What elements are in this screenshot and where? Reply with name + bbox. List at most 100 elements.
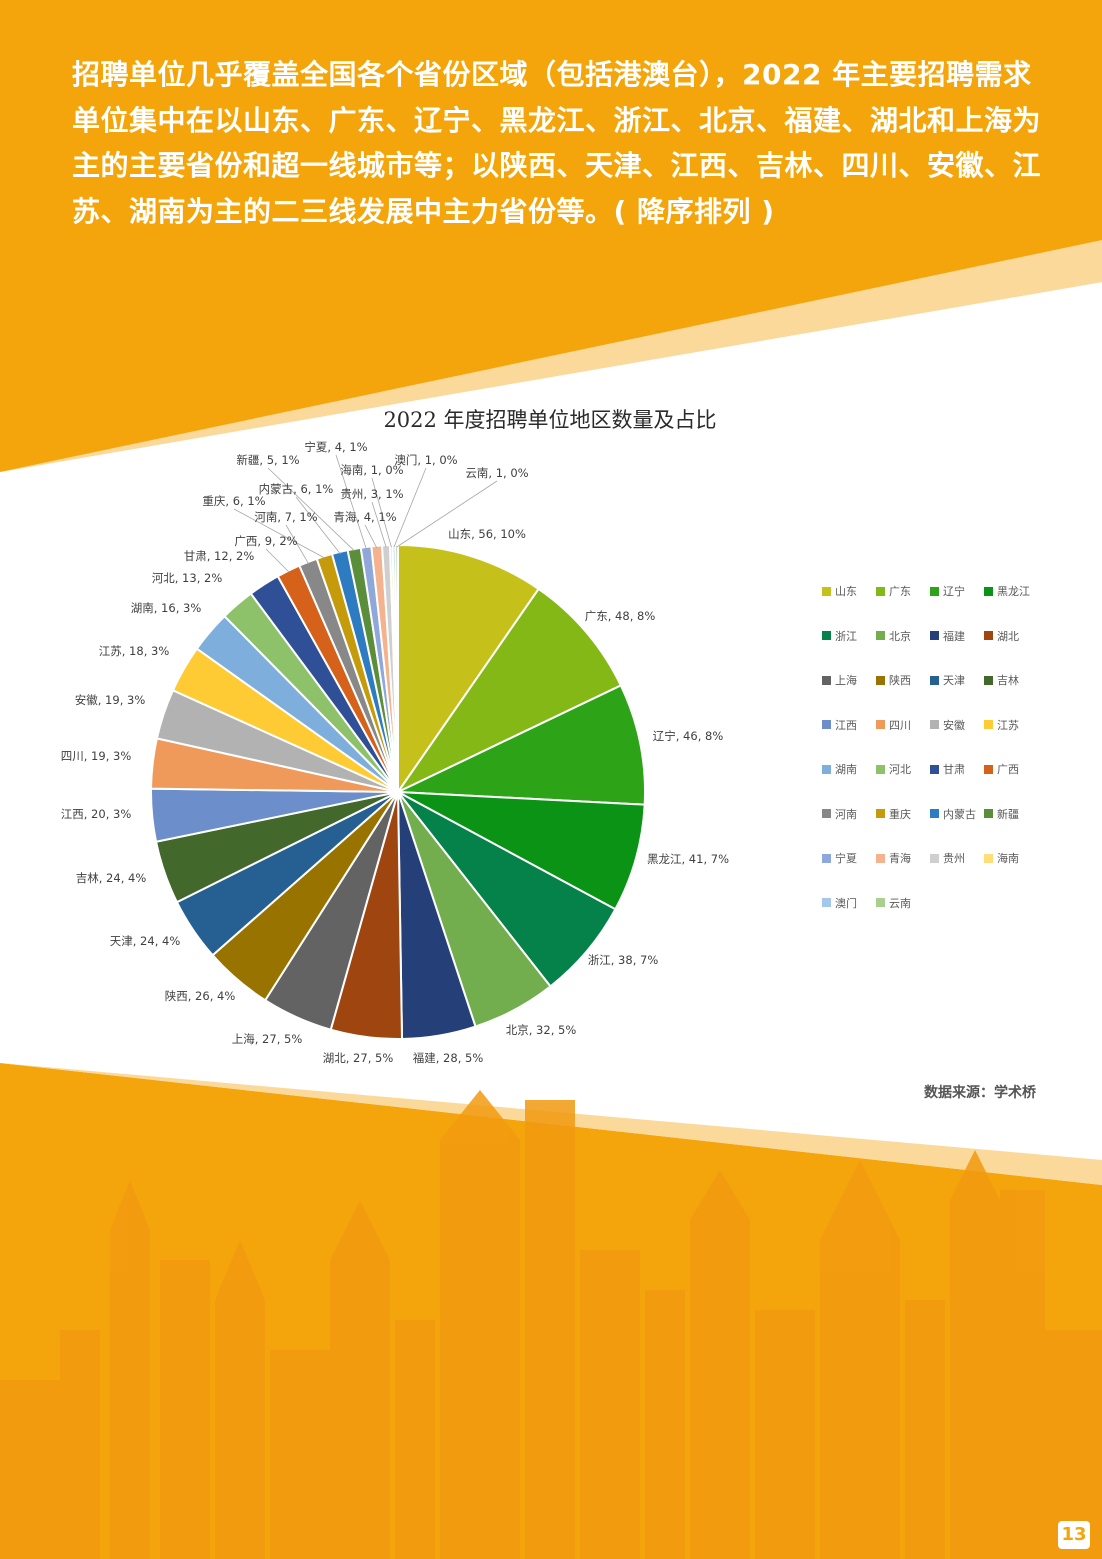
data-label-吉林: 吉林, 24, 4% bbox=[76, 871, 147, 885]
legend-item-吉林: 吉林 bbox=[984, 673, 1044, 687]
legend-item-江苏: 江苏 bbox=[984, 718, 1044, 732]
data-label-黑龙江: 黑龙江, 41, 7% bbox=[647, 852, 729, 866]
leader-line-宁夏 bbox=[335, 454, 367, 550]
legend-item-内蒙古: 内蒙古 bbox=[930, 807, 984, 821]
data-label-河南: 河南, 7, 1% bbox=[254, 510, 317, 524]
data-label-贵州: 贵州, 3, 1% bbox=[340, 487, 403, 501]
legend-item-浙江: 浙江 bbox=[822, 629, 876, 643]
data-label-海南: 海南, 1, 0% bbox=[340, 463, 403, 477]
data-label-云南: 云南, 1, 0% bbox=[465, 466, 528, 480]
data-source: 数据来源：学术桥 bbox=[924, 1085, 1036, 1101]
legend-item-新疆: 新疆 bbox=[984, 807, 1044, 821]
legend-item-甘肃: 甘肃 bbox=[930, 762, 984, 776]
legend-swatch bbox=[876, 809, 885, 818]
legend-swatch bbox=[822, 853, 831, 863]
data-label-河北: 河北, 13, 2% bbox=[152, 571, 223, 585]
pie-slice-黑龙江 bbox=[397, 791, 646, 911]
legend-swatch bbox=[984, 764, 993, 774]
leader-line-云南 bbox=[396, 480, 498, 548]
legend-item-陕西: 陕西 bbox=[876, 673, 930, 687]
legend-label: 内蒙古 bbox=[943, 807, 976, 821]
legend-label: 江苏 bbox=[997, 718, 1019, 732]
legend-swatch bbox=[984, 631, 993, 640]
legend-label: 陕西 bbox=[889, 674, 911, 687]
legend-swatch bbox=[822, 675, 831, 685]
legend-label: 广东 bbox=[889, 585, 911, 598]
data-label-新疆: 新疆, 5, 1% bbox=[236, 453, 299, 467]
legend-swatch bbox=[876, 720, 885, 729]
legend-item-四川: 四川 bbox=[876, 718, 930, 732]
legend-swatch bbox=[822, 764, 831, 774]
data-label-澳门: 澳门, 1, 0% bbox=[394, 453, 457, 467]
legend-swatch bbox=[930, 853, 939, 863]
legend-label: 福建 bbox=[943, 629, 965, 643]
legend-swatch bbox=[876, 631, 885, 640]
legend-item-江西: 江西 bbox=[822, 718, 876, 732]
chart-legend: 山东 广东 辽宁 黑龙江 浙江 北京 福建 湖北 上海 陕西 天津 吉林 江西 四川 安徽 江苏 湖南 河北 甘肃 广… bbox=[822, 584, 1062, 910]
leader-line-内蒙古 bbox=[295, 496, 341, 555]
skyline-silhouette bbox=[0, 1090, 1102, 1559]
legend-item-北京: 北京 bbox=[876, 629, 930, 643]
legend-label: 宁夏 bbox=[835, 852, 857, 865]
leader-line-广西 bbox=[265, 548, 290, 573]
legend-item-天津: 天津 bbox=[930, 673, 984, 687]
legend-swatch bbox=[930, 631, 939, 640]
legend-label: 青海 bbox=[889, 852, 911, 865]
legend-label: 北京 bbox=[889, 629, 911, 643]
data-label-青海: 青海, 4, 1% bbox=[333, 510, 396, 524]
legend-swatch bbox=[930, 586, 939, 596]
pie-slice-广东 bbox=[395, 587, 623, 795]
pie-slice-辽宁 bbox=[397, 684, 646, 806]
leader-line-青海 bbox=[364, 524, 378, 549]
data-label-陕西: 陕西, 26, 4% bbox=[165, 989, 236, 1003]
legend-item-云南: 云南 bbox=[876, 896, 930, 910]
legend-swatch bbox=[984, 809, 993, 818]
intro-paragraph: 招聘单位几乎覆盖全国各个省份区域（包括港澳台），2022 年主要招聘需求单位集中… bbox=[72, 58, 1042, 228]
legend-label: 重庆 bbox=[889, 807, 911, 821]
legend-item-湖南: 湖南 bbox=[822, 762, 876, 776]
data-label-江苏: 江苏, 18, 3% bbox=[99, 644, 170, 658]
legend-label: 湖南 bbox=[835, 763, 857, 776]
legend-item-宁夏: 宁夏 bbox=[822, 851, 876, 865]
legend-swatch bbox=[822, 720, 831, 729]
legend-item-黑龙江: 黑龙江 bbox=[984, 584, 1044, 598]
legend-label: 黑龙江 bbox=[997, 585, 1030, 598]
legend-swatch bbox=[984, 720, 993, 729]
data-label-重庆: 重庆, 6, 1% bbox=[202, 494, 265, 508]
data-label-上海: 上海, 27, 5% bbox=[232, 1032, 303, 1046]
page-number: 13 bbox=[1058, 1521, 1090, 1549]
legend-label: 甘肃 bbox=[943, 763, 965, 776]
legend-item-安徽: 安徽 bbox=[930, 718, 984, 732]
legend-item-河北: 河北 bbox=[876, 762, 930, 776]
legend-swatch bbox=[930, 720, 939, 729]
legend-label: 澳门 bbox=[835, 896, 857, 910]
legend-swatch bbox=[876, 898, 885, 907]
legend-swatch bbox=[822, 586, 831, 596]
legend-swatch bbox=[822, 631, 831, 640]
data-label-湖南: 湖南, 16, 3% bbox=[131, 601, 202, 615]
legend-label: 吉林 bbox=[997, 674, 1019, 687]
data-label-安徽: 安徽, 19, 3% bbox=[75, 693, 146, 707]
legend-label: 新疆 bbox=[997, 807, 1019, 821]
legend-swatch bbox=[822, 809, 831, 818]
legend-item-青海: 青海 bbox=[876, 851, 930, 865]
legend-swatch bbox=[876, 586, 885, 596]
legend-item-海南: 海南 bbox=[984, 851, 1044, 865]
data-label-北京: 北京, 32, 5% bbox=[506, 1023, 577, 1037]
legend-item-山东: 山东 bbox=[822, 584, 876, 598]
legend-item-福建: 福建 bbox=[930, 629, 984, 643]
legend-label: 海南 bbox=[997, 852, 1019, 865]
legend-label: 贵州 bbox=[943, 852, 965, 865]
data-label-宁夏: 宁夏, 4, 1% bbox=[304, 440, 367, 454]
legend-item-贵州: 贵州 bbox=[930, 851, 984, 865]
data-label-内蒙古: 内蒙古, 6, 1% bbox=[259, 482, 334, 496]
legend-item-河南: 河南 bbox=[822, 807, 876, 821]
legend-label: 浙江 bbox=[835, 629, 857, 643]
legend-item-湖北: 湖北 bbox=[984, 629, 1044, 643]
data-label-甘肃: 甘肃, 12, 2% bbox=[184, 549, 255, 563]
legend-swatch bbox=[876, 675, 885, 685]
leader-line-新疆 bbox=[267, 467, 355, 552]
legend-label: 山东 bbox=[835, 585, 857, 598]
legend-label: 湖北 bbox=[997, 629, 1019, 643]
